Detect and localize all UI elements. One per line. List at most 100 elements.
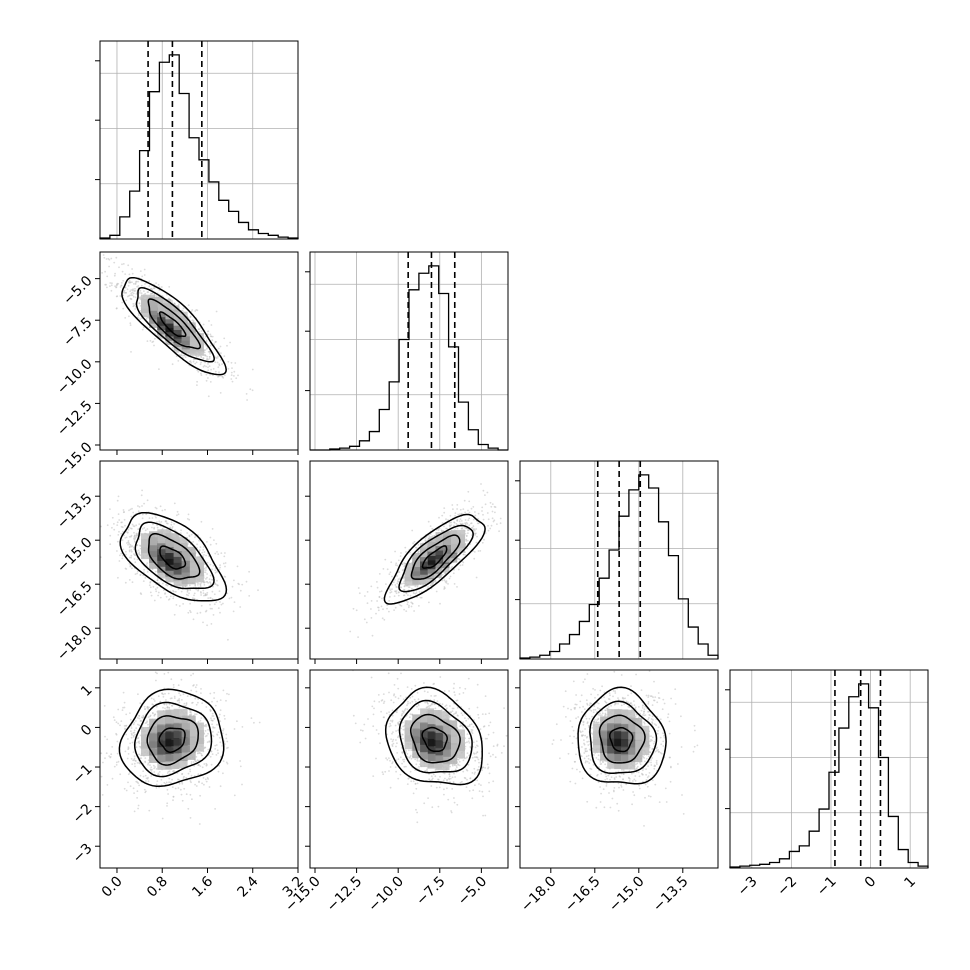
scatter-point (219, 564, 222, 566)
scatter-point (181, 782, 184, 785)
scatter-point (412, 792, 415, 795)
scatter-point (172, 589, 174, 592)
scatter-point (479, 728, 482, 730)
scatter-point (194, 583, 197, 586)
scatter-point (206, 573, 209, 575)
scatter-point (131, 507, 133, 510)
scatter-point (134, 534, 136, 537)
scatter-point (222, 729, 224, 732)
scatter-point (482, 489, 485, 492)
scatter-point (109, 282, 112, 284)
contour-2 (135, 286, 215, 363)
contour-3 (119, 511, 228, 602)
scatter-point (193, 594, 195, 597)
scatter-point (384, 558, 387, 561)
scatter-point (125, 553, 127, 556)
scatter-point (91, 524, 93, 526)
scatter-point (206, 541, 208, 543)
scatter-point (228, 597, 231, 600)
scatter-point (189, 780, 192, 782)
scatter-point (192, 618, 195, 621)
scatter-point (197, 584, 199, 586)
panel-content (101, 254, 254, 401)
scatter-point (204, 335, 207, 338)
scatter-point (246, 399, 249, 401)
scatter-point (357, 636, 359, 638)
scatter-point (119, 286, 122, 288)
scatter-point (192, 358, 195, 361)
scatter-point (195, 588, 198, 591)
scatter-point (115, 286, 118, 288)
scatter-point (125, 536, 128, 539)
scatter-point (239, 606, 242, 608)
scatter-point (121, 709, 124, 711)
scatter-point (488, 724, 490, 727)
scatter-point (206, 591, 209, 594)
scatter-point (141, 517, 144, 520)
scatter-point (165, 595, 168, 598)
scatter-point (166, 805, 168, 807)
scatter-point (486, 491, 489, 494)
scatter-point (141, 513, 144, 516)
scatter-point (123, 701, 126, 704)
scatter-point (136, 572, 139, 575)
scatter-point (120, 525, 123, 528)
scatter-point (155, 295, 158, 297)
scatter-point (219, 611, 221, 614)
scatter-point (123, 787, 126, 790)
scatter-point (376, 600, 378, 602)
scatter-point (129, 712, 131, 714)
scatter-point (143, 788, 146, 791)
scatter-point (114, 272, 116, 275)
scatter-point (492, 753, 494, 756)
scatter-point (208, 357, 211, 360)
scatter-point (200, 692, 202, 694)
panel-background (520, 461, 718, 659)
contour-0 (158, 311, 187, 338)
scatter-point (216, 551, 218, 553)
scatter-point (195, 684, 198, 686)
scatter-point (120, 284, 123, 287)
scatter-point (214, 552, 217, 555)
scatter-point (199, 591, 202, 593)
scatter-point (380, 590, 383, 593)
scatter-point (134, 536, 137, 539)
scatter-point (139, 296, 142, 298)
scatter-point (378, 596, 381, 599)
scatter-point (192, 360, 195, 363)
scatter-point (196, 309, 199, 312)
scatter-point (473, 529, 476, 532)
scatter-point (389, 786, 392, 789)
scatter-point (481, 541, 484, 544)
scatter-point (224, 576, 227, 578)
scatter-point (211, 598, 214, 600)
scatter-point (367, 718, 369, 720)
scatter-point (154, 570, 157, 573)
scatter-point (218, 363, 221, 366)
scatter-point (199, 583, 202, 586)
scatter-point (212, 565, 215, 567)
scatter-point (366, 602, 369, 605)
scatter-point (189, 609, 191, 612)
scatter-point (155, 282, 158, 284)
scatter-point (115, 256, 118, 259)
scatter-point (139, 702, 142, 704)
scatter-point (391, 575, 393, 578)
scatter-point (180, 354, 183, 356)
scatter-point (441, 514, 444, 517)
scatter-point (209, 352, 211, 355)
scatter-point (125, 789, 128, 792)
scatter-point (427, 520, 430, 523)
scatter-point (135, 524, 138, 527)
scatter-point (152, 585, 155, 588)
scatter-point (230, 374, 233, 376)
scatter-point (212, 585, 214, 588)
scatter-point (394, 584, 397, 586)
scatter-point (211, 700, 213, 703)
scatter-point (120, 532, 123, 535)
scatter-point (176, 510, 179, 513)
scatter-point (190, 533, 193, 536)
scatter-point (219, 359, 222, 361)
scatter-point (133, 558, 136, 560)
scatter-point (111, 526, 113, 529)
